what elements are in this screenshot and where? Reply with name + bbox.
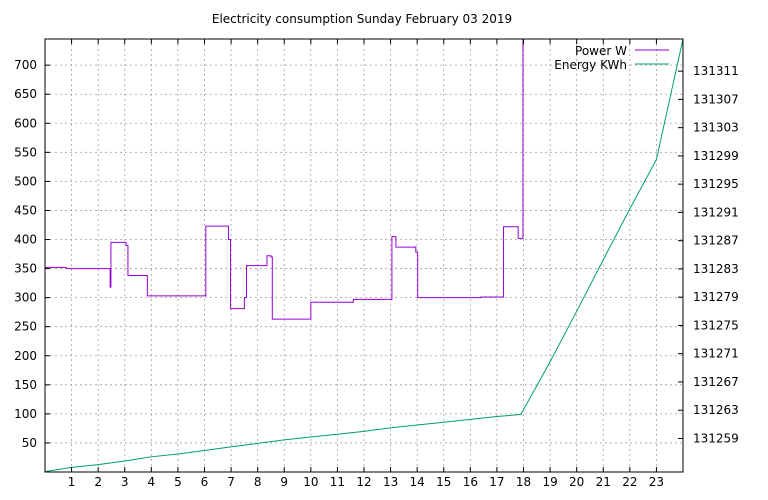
- y2-tick-label: 131295: [693, 177, 739, 191]
- x-tick-label: 4: [148, 475, 156, 489]
- y-tick-label: 50: [22, 436, 37, 450]
- x-tick-label: 1: [68, 475, 76, 489]
- x-tick-label: 7: [227, 475, 235, 489]
- y-tick-label: 500: [14, 174, 37, 188]
- x-tick-label: 14: [410, 475, 425, 489]
- x-tick-label: 6: [201, 475, 209, 489]
- x-tick-label: 10: [303, 475, 318, 489]
- x-tick-label: 11: [330, 475, 345, 489]
- x-tick-label: 15: [436, 475, 451, 489]
- y-tick-label: 100: [14, 407, 37, 421]
- y2-tick-label: 131287: [693, 234, 739, 248]
- x-tick-label: 8: [254, 475, 262, 489]
- grid: [45, 39, 683, 472]
- legend-label-energy: Energy KWh: [554, 58, 627, 72]
- x-tick-label: 2: [94, 475, 102, 489]
- y-tick-label: 700: [14, 58, 37, 72]
- x-tick-label: 12: [356, 475, 371, 489]
- legend-label-power: Power W: [575, 44, 627, 58]
- y2-tick-label: 131271: [693, 347, 739, 361]
- axis-ticks: 1 2 3 4 5 6 7 8 9 10 11 12 13 14 15 16 17 18 19 20 21 22 23501…: [14, 39, 739, 489]
- y-tick-label: 150: [14, 378, 37, 392]
- x-tick-label: 3: [121, 475, 129, 489]
- x-tick-label: 22: [622, 475, 637, 489]
- x-tick-label: 16: [463, 475, 478, 489]
- x-tick-label: 19: [542, 475, 557, 489]
- series-line-power-w: [45, 39, 524, 320]
- x-tick-label: 18: [516, 475, 531, 489]
- y-tick-label: 200: [14, 349, 37, 363]
- y-tick-label: 300: [14, 291, 37, 305]
- y-tick-label: 350: [14, 262, 37, 276]
- legend: Power W Energy KWh: [554, 44, 669, 72]
- y2-tick-label: 131275: [693, 318, 739, 332]
- y2-tick-label: 131311: [693, 64, 739, 78]
- y2-tick-label: 131279: [693, 290, 739, 304]
- y2-tick-label: 131267: [693, 375, 739, 389]
- y2-tick-label: 131283: [693, 262, 739, 276]
- series-line-energy-kwh: [44, 38, 684, 473]
- x-tick-label: 17: [489, 475, 504, 489]
- chart-title: Electricity consumption Sunday February …: [212, 12, 512, 26]
- y-tick-label: 650: [14, 87, 37, 101]
- y-tick-label: 450: [14, 203, 37, 217]
- y-tick-label: 550: [14, 145, 37, 159]
- x-tick-label: 13: [383, 475, 398, 489]
- x-tick-label: 9: [280, 475, 288, 489]
- y2-tick-label: 131307: [693, 92, 739, 106]
- y-tick-label: 600: [14, 116, 37, 130]
- y-tick-label: 250: [14, 320, 37, 334]
- x-tick-label: 5: [174, 475, 182, 489]
- series-layer: [44, 38, 684, 473]
- y2-tick-label: 131299: [693, 149, 739, 163]
- x-tick-label: 23: [649, 475, 664, 489]
- y2-tick-label: 131291: [693, 205, 739, 219]
- y2-tick-label: 131303: [693, 121, 739, 135]
- y-tick-label: 400: [14, 233, 37, 247]
- y2-tick-label: 131259: [693, 431, 739, 445]
- y2-tick-label: 131263: [693, 403, 739, 417]
- x-tick-label: 20: [569, 475, 584, 489]
- x-tick-label: 21: [596, 475, 611, 489]
